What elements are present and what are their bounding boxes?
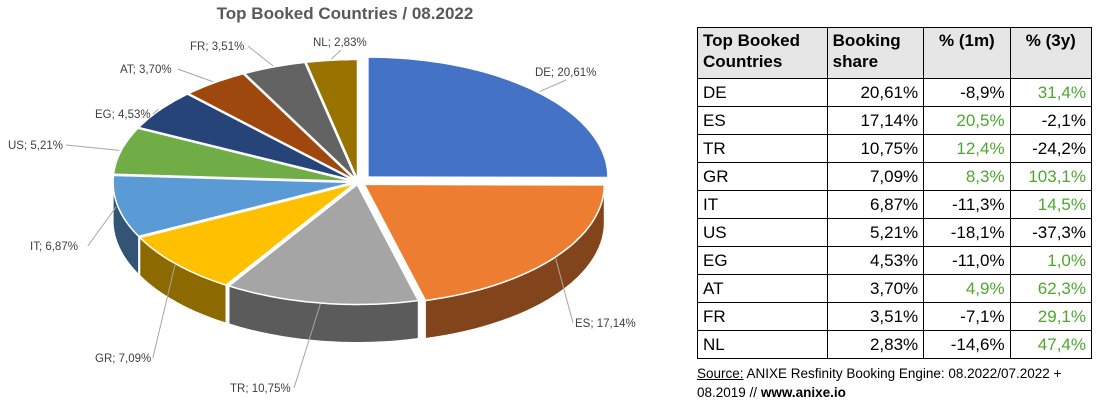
country-cell: DE — [697, 78, 828, 107]
source-label: Source: — [697, 366, 744, 381]
change-1m-cell: 12,4% — [923, 134, 1011, 163]
table-row: US 5,21% -18,1% -37,3% — [697, 218, 1093, 247]
slice-label-es: ES; 17,14% — [575, 318, 636, 330]
slice-label-at: AT; 3,70% — [120, 64, 172, 76]
pie-chart: DE; 20,61% ES; 17,14% TR; 10,75% GR; 7,09% I… — [8, 37, 636, 395]
table-row: NL 2,83% -14,6% 47,4% — [697, 330, 1093, 359]
table-row: IT 6,87% -11,3% 14,5% — [697, 190, 1093, 219]
change-3y-cell: 14,5% — [1009, 190, 1093, 219]
country-cell: AT — [697, 274, 828, 303]
leader-line-gr — [152, 264, 176, 359]
change-3y-cell: 47,4% — [1009, 330, 1093, 359]
pie-slice-eg — [137, 93, 355, 182]
slice-label-us: US; 5,21% — [8, 140, 63, 152]
source-note: Source: ANIXE Resfinity Booking Engine: … — [697, 364, 1097, 402]
change-3y-cell: -24,2% — [1009, 134, 1093, 163]
pie-slice-gr — [138, 182, 355, 286]
slice-label-eg: EG; 4,53% — [95, 109, 151, 121]
pie-slice-tr — [227, 183, 420, 306]
share-cell: 3,51% — [826, 302, 925, 331]
source-url[interactable]: www.anixe.io — [760, 385, 846, 400]
header-3y: % (3y) — [1009, 27, 1093, 79]
pie-slice-fr — [243, 61, 357, 181]
change-3y-cell: 62,3% — [1009, 274, 1093, 303]
header-1m: % (1m) — [923, 27, 1011, 79]
leader-line-nl — [330, 49, 342, 60]
change-1m-cell: -11,0% — [923, 246, 1011, 275]
country-cell: EG — [697, 246, 828, 275]
slice-label-fr: FR; 3,51% — [190, 41, 244, 53]
pie-slice-nl — [304, 58, 359, 180]
share-cell: 2,83% — [826, 330, 925, 359]
change-1m-cell: -7,1% — [923, 302, 1011, 331]
change-3y-cell: -37,3% — [1009, 218, 1093, 247]
country-cell: NL — [697, 330, 828, 359]
share-cell: 10,75% — [826, 134, 925, 163]
country-cell: TR — [697, 134, 828, 163]
table-row: AT 3,70% 4,9% 62,3% — [697, 274, 1093, 303]
chart-title: Top Booked Countries / 08.2022 — [216, 4, 474, 23]
change-1m-cell: 4,9% — [923, 274, 1011, 303]
share-cell: 7,09% — [826, 162, 925, 191]
header-share: Booking share — [826, 27, 925, 79]
leader-line-es — [555, 258, 574, 324]
table-row: ES 17,14% 20,5% -2,1% — [697, 106, 1093, 135]
change-3y-cell: 31,4% — [1009, 78, 1093, 107]
share-cell: 4,53% — [826, 246, 925, 275]
table-row: DE 20,61% -8,9% 31,4% — [697, 78, 1093, 107]
country-cell: ES — [697, 106, 828, 135]
change-3y-cell: -2,1% — [1009, 106, 1093, 135]
pie-slice-de — [367, 56, 609, 179]
share-cell: 6,87% — [826, 190, 925, 219]
pie-slice-at — [186, 72, 356, 181]
table-header-row: Top Booked Countries Booking share % (1m… — [697, 27, 1093, 79]
leader-line-fr — [247, 45, 274, 67]
change-1m-cell: -14,6% — [923, 330, 1011, 359]
slice-label-gr: GR; 7,09% — [95, 353, 151, 365]
source-text: ANIXE Resfinity Booking Engine: 08.2022/… — [697, 366, 1062, 400]
leader-line-at — [177, 68, 214, 83]
change-1m-cell: 8,3% — [923, 162, 1011, 191]
slice-label-de: DE; 20,61% — [535, 67, 596, 79]
slice-label-it: IT; 6,87% — [30, 241, 78, 253]
pie-chart-panel: Top Booked Countries / 08.2022 DE; 20,61… — [8, 4, 636, 395]
slice-label-nl: NL; 2,83% — [313, 37, 367, 49]
country-cell: GR — [697, 162, 828, 191]
change-1m-cell: -8,9% — [923, 78, 1011, 107]
country-cell: US — [697, 218, 828, 247]
table-row: GR 7,09% 8,3% 103,1% — [697, 162, 1093, 191]
share-cell: 3,70% — [826, 274, 925, 303]
change-1m-cell: 20,5% — [923, 106, 1011, 135]
leader-line-tr — [293, 303, 321, 389]
share-cell: 20,61% — [826, 78, 925, 107]
slice-label-tr: TR; 10,75% — [230, 383, 291, 395]
leader-line-it — [87, 206, 117, 247]
change-3y-cell: 1,0% — [1009, 246, 1093, 275]
table-row: TR 10,75% 12,4% -24,2% — [697, 134, 1093, 163]
booking-table: Top Booked Countries Booking share % (1m… — [697, 27, 1093, 359]
leader-line-eg — [152, 108, 159, 115]
share-cell: 17,14% — [826, 106, 925, 135]
change-3y-cell: 29,1% — [1009, 302, 1093, 331]
change-1m-cell: -11,3% — [923, 190, 1011, 219]
country-cell: FR — [697, 302, 828, 331]
change-1m-cell: -18,1% — [923, 218, 1011, 247]
pie-slice-us — [112, 127, 354, 183]
pie-slice-it — [112, 174, 354, 238]
leader-line-de — [539, 79, 567, 93]
country-cell: IT — [697, 190, 828, 219]
table-row: EG 4,53% -11,0% 1,0% — [697, 246, 1093, 275]
booking-table-panel: Top Booked Countries Booking share % (1m… — [697, 27, 1097, 402]
table-row: FR 3,51% -7,1% 29,1% — [697, 302, 1093, 331]
change-3y-cell: 103,1% — [1009, 162, 1093, 191]
pie-slice-es — [363, 183, 606, 302]
leader-line-us — [65, 144, 120, 151]
share-cell: 5,21% — [826, 218, 925, 247]
header-country: Top Booked Countries — [697, 27, 828, 79]
